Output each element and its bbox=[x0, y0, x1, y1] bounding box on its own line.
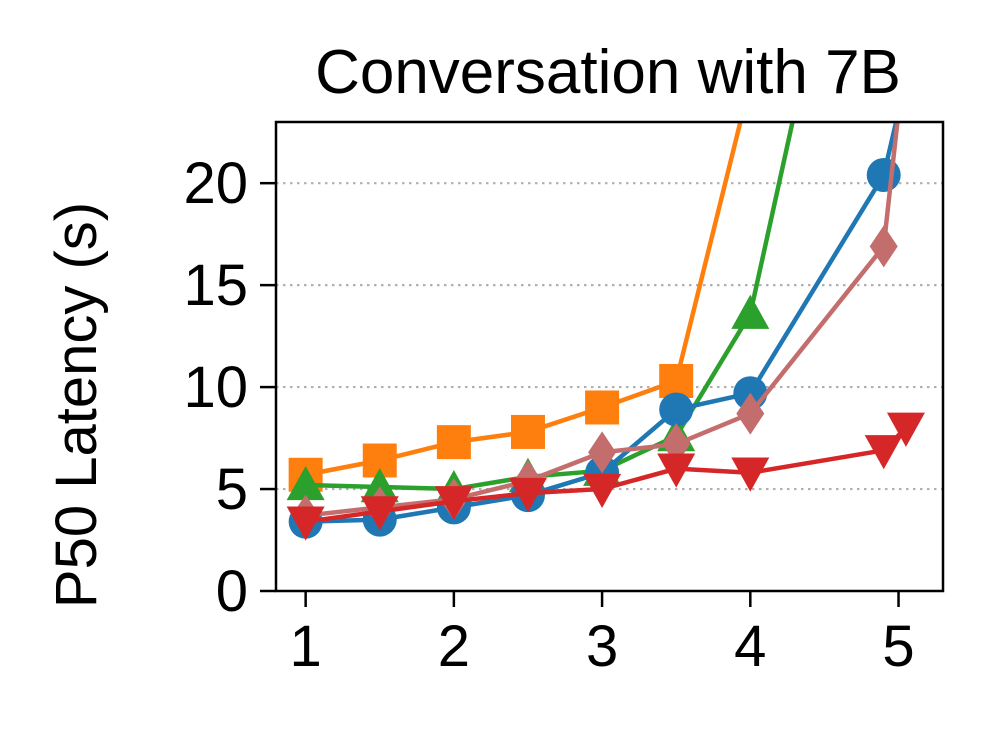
y-tick-label: 5 bbox=[216, 457, 248, 522]
y-tick-label: 0 bbox=[216, 559, 248, 624]
series-4 bbox=[286, 412, 925, 541]
data-point bbox=[659, 363, 694, 398]
data-point bbox=[659, 392, 694, 427]
x-tick-label: 5 bbox=[882, 614, 914, 679]
data-point bbox=[731, 294, 770, 329]
y-axis-label: P50 Latency (s) bbox=[44, 202, 109, 608]
y-tick-label: 15 bbox=[183, 253, 248, 318]
axes: 0 5 10 15 20 1 2 3 4 5 bbox=[183, 120, 945, 679]
x-tick-label: 3 bbox=[586, 614, 618, 679]
data-point bbox=[864, 435, 903, 470]
data-point bbox=[508, 477, 547, 513]
data-point bbox=[583, 473, 622, 509]
x-tick-label: 1 bbox=[290, 614, 322, 679]
data-point bbox=[869, 225, 898, 268]
data-point bbox=[866, 158, 901, 193]
data-point bbox=[736, 392, 765, 435]
data-point bbox=[434, 486, 473, 521]
data-point bbox=[588, 431, 617, 474]
y-tick-label: 10 bbox=[183, 355, 248, 420]
data-point bbox=[510, 414, 545, 449]
series-line bbox=[305, 122, 795, 492]
data-point bbox=[286, 465, 325, 501]
x-tick-label: 4 bbox=[734, 614, 766, 679]
y-tick-label: 20 bbox=[183, 151, 248, 216]
x-tick-label: 2 bbox=[438, 614, 470, 679]
data-point bbox=[585, 390, 620, 425]
series-layer bbox=[286, 122, 925, 541]
data-point bbox=[731, 457, 770, 492]
data-point bbox=[360, 468, 399, 503]
data-point bbox=[436, 425, 471, 460]
data-point bbox=[286, 506, 325, 541]
plot-frame bbox=[274, 120, 945, 593]
series-0 bbox=[288, 122, 743, 492]
data-point bbox=[657, 453, 696, 488]
data-point bbox=[886, 412, 925, 447]
data-point bbox=[360, 496, 399, 531]
chart-title: Conversation with 7B bbox=[315, 38, 901, 107]
